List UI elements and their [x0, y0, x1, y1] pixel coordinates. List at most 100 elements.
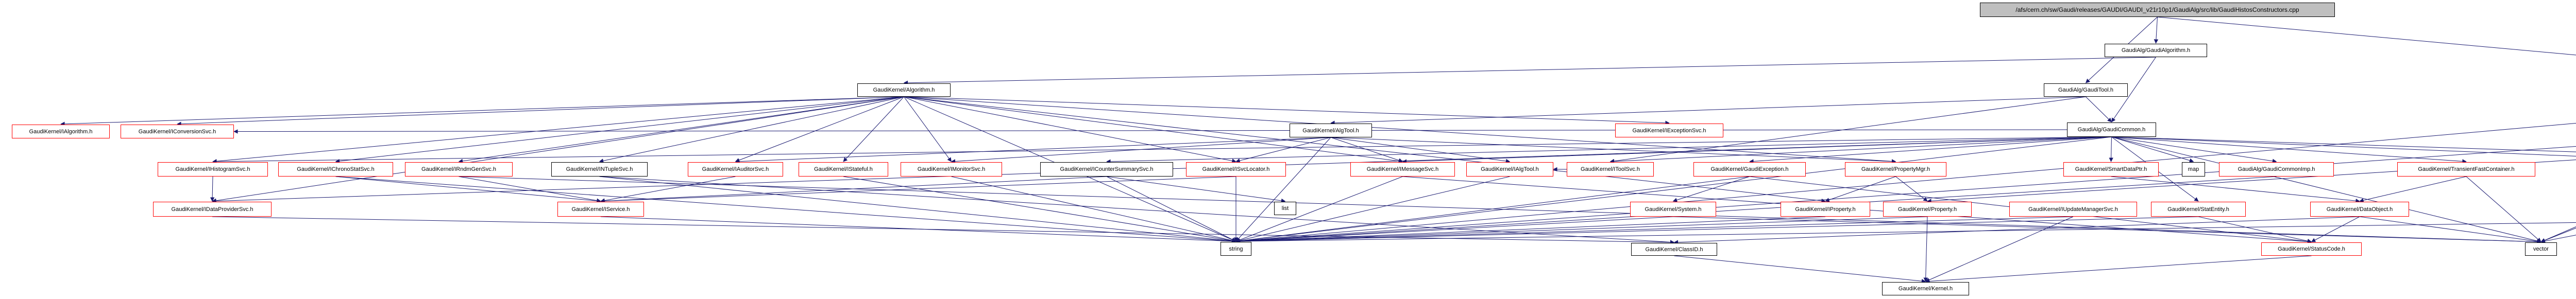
- edge-irndmgensvc-to-stdvector: [459, 176, 2541, 244]
- node-algtool[interactable]: GaudiKernel/AlgTool.h: [1290, 124, 1372, 137]
- edge-algtool-to-iauditorsvc: [735, 137, 1331, 164]
- node-itoolsvc[interactable]: GaudiKernel/IToolSvc.h: [1567, 162, 1654, 177]
- edge-istateful-to-stdstring: [843, 176, 1236, 243]
- edge-gcommon-to-itoolsvc: [1609, 136, 2112, 164]
- edge-icountersummarysvc-to-iservice: [600, 176, 1107, 203]
- node-irndmgensvc[interactable]: GaudiKernel/IRndmGenSvc.h: [405, 162, 513, 177]
- node-gaudiexception[interactable]: GaudiKernel/GaudiException.h: [1693, 162, 1806, 177]
- edge-gaudiexception-to-stdstring: [1235, 176, 1750, 243]
- node-galgorithm[interactable]: GaudiAlg/GaudiAlgorithm.h: [2105, 44, 2207, 57]
- edge-ichronostatsvc-to-stdstring: [335, 176, 1236, 243]
- edge-galgorithm-to-gcommon: [2111, 57, 2156, 122]
- edge-kalgorithm-to-iconversionsvc: [177, 96, 904, 126]
- node-stdstring: string: [1221, 242, 1251, 256]
- node-iupdatemgrsvc[interactable]: GaudiKernel/IUpdateManagerSvc.h: [2009, 202, 2137, 217]
- edge-kalgorithm-to-iauditorsvc: [735, 96, 904, 163]
- edge-intuplesvc-to-classid: [599, 176, 1675, 244]
- edge-gtool-to-gcommon: [2086, 96, 2112, 122]
- edge-gcommon-to-stdstring: [1235, 136, 2112, 243]
- node-iauditorsvc[interactable]: GaudiKernel/IAuditorSvc.h: [688, 162, 783, 177]
- node-iexceptionsvc[interactable]: GaudiKernel/IExceptionSvc.h: [1615, 124, 1723, 137]
- edge-iauditorsvc-to-iservice: [600, 176, 736, 203]
- edge-dataobject-to-classid: [1673, 216, 2360, 244]
- node-propertymgr[interactable]: GaudiKernel/PropertyMgr.h: [1845, 162, 1946, 177]
- node-kalgorithm[interactable]: GaudiKernel/Algorithm.h: [857, 83, 951, 97]
- edge-algtool-to-ialgtool: [1330, 137, 1511, 164]
- edge-algtool-to-propertymgr: [1330, 137, 1896, 164]
- node-dataobject[interactable]: GaudiKernel/DataObject.h: [2310, 202, 2409, 217]
- node-imonitorsvc[interactable]: GaudiKernel/IMonitorSvc.h: [901, 162, 1002, 177]
- edge-gcommon-to-ialgcontextsvc: [2111, 136, 2576, 156]
- edge-galgorithm-to-kalgorithm: [903, 57, 2156, 85]
- edge-src-to-ghistos: [2157, 16, 2576, 56]
- node-iconversionsvc[interactable]: GaudiKernel/IConversionSvc.h: [121, 125, 234, 138]
- edge-icountersummarysvc-to-stdstring: [1106, 176, 1236, 242]
- edge-dataobject-to-stdvector: [2359, 216, 2541, 244]
- node-kernel[interactable]: GaudiKernel/Kernel.h: [1882, 282, 1969, 295]
- node-iservice[interactable]: GaudiKernel/IService.h: [557, 202, 644, 217]
- edge-iproperty-to-stdstring: [1235, 216, 1826, 243]
- edge-kalgorithm-to-imonitorsvc: [904, 96, 952, 162]
- edge-kalgorithm-to-ichronostatsvc: [335, 96, 904, 164]
- node-statentity[interactable]: GaudiKernel/StatEntity.h: [2151, 202, 2246, 217]
- edge-gcommon-to-stdmap: [2111, 136, 2194, 163]
- node-iproperty[interactable]: GaudiKernel/IProperty.h: [1781, 202, 1870, 217]
- edge-hbookname-to-stdstring: [1235, 146, 2576, 243]
- edge-gaudialg-to-stdstring: [1235, 222, 2576, 244]
- node-ihistogramsvc[interactable]: GaudiKernel/IHistogramSvc.h: [158, 162, 268, 177]
- edge-kalgorithm-to-irndmgensvc: [458, 96, 904, 164]
- node-ichronostatsvc[interactable]: GaudiKernel/IChronoStatSvc.h: [278, 162, 393, 177]
- edge-gcommon-to-hashmap: [2111, 136, 2576, 152]
- edge-propertymgr-to-iproperty: [1825, 176, 1896, 202]
- edge-kalgorithm-to-idataprovidersvc: [212, 96, 904, 203]
- node-smartdataptr[interactable]: GaudiKernel/SmartDataPtr.h: [2063, 162, 2159, 177]
- node-isvclocator[interactable]: GaudiKernel/ISvcLocator.h: [1186, 162, 1286, 177]
- node-gcommon[interactable]: GaudiAlg/GaudiCommon.h: [2067, 122, 2156, 137]
- node-intuplesvc[interactable]: GaudiKernel/INTupleSvc.h: [551, 162, 648, 177]
- node-tfcontainer[interactable]: GaudiKernel/TransientFastContainer.h: [2397, 162, 2535, 177]
- edge-isvclocator-to-iservice: [600, 176, 1236, 203]
- node-ialgorithm[interactable]: GaudiKernel/IAlgorithm.h: [12, 125, 110, 138]
- edge-classid-to-kernel: [1674, 255, 1926, 284]
- edge-kalgorithm-to-intuplesvc: [599, 96, 904, 163]
- node-statuscode[interactable]: GaudiKernel/StatusCode.h: [2261, 242, 2362, 256]
- edge-imessagesvc-to-stdstring: [1235, 176, 1403, 242]
- node-classid[interactable]: GaudiKernel/ClassID.h: [1631, 243, 1717, 256]
- node-istateful[interactable]: GaudiKernel/IStateful.h: [799, 162, 888, 177]
- edge-tfcontainer-to-dataobject: [2359, 176, 2467, 203]
- node-system[interactable]: GaudiKernel/System.h: [1630, 202, 1716, 217]
- edge-iservice-to-stdstring: [600, 216, 1236, 243]
- edge-gcommon-to-gaudiexception: [1749, 136, 2112, 164]
- edge-kalgorithm-to-ihistogramsvc: [212, 96, 904, 164]
- edge-propertymgr-to-property: [1895, 176, 1928, 202]
- node-stdmap: map: [2182, 162, 2205, 177]
- edge-iupdatemgrsvc-to-kernel: [1925, 216, 2074, 282]
- edge-gtool-to-itoolsvc: [1609, 96, 2086, 164]
- edge-algtool-to-isvclocator: [1235, 137, 1331, 163]
- edge-hashmap-to-stdvector: [2540, 235, 2576, 243]
- node-gtool[interactable]: GaudiAlg/GaudiTool.h: [2044, 83, 2128, 97]
- edge-kalgorithm-to-ialgorithm: [60, 96, 904, 127]
- node-stdlist: list: [1274, 202, 1296, 215]
- edge-system-to-stdstring: [1235, 216, 1673, 243]
- edge-gcommon-to-iconversionsvc: [233, 129, 2067, 134]
- node-stdvector: vector: [2525, 242, 2557, 256]
- node-src: /afs/cern.ch/sw/Gaudi/releases/GAUDI/GAU…: [1980, 3, 2335, 17]
- node-icountersummarysvc[interactable]: GaudiKernel/ICounterSummarySvc.h: [1040, 162, 1173, 177]
- edge-ialgcontextsvc-to-stdvector: [2540, 227, 2576, 243]
- node-property[interactable]: GaudiKernel/Property.h: [1883, 202, 1972, 217]
- edge-ghistos-to-stdvector: [2540, 226, 2576, 242]
- edge-ialgtool-to-stdstring: [1235, 176, 1510, 243]
- edge-gcommon-to-gcommonimp: [2111, 136, 2277, 164]
- edge-iupdatemgrsvc-to-stdstring: [1235, 216, 2074, 244]
- edge-gcommonimp-to-stdstring: [1235, 176, 2277, 243]
- node-gcommonimp[interactable]: GaudiAlg/GaudiCommonImp.h: [2219, 162, 2334, 177]
- edge-irndmgensvc-to-iservice: [459, 176, 601, 203]
- node-idataprovidersvc[interactable]: GaudiKernel/IDataProviderSvc.h: [153, 202, 272, 217]
- edge-ihistogramsvc-to-idataprovidersvc: [210, 176, 215, 202]
- edge-kalgorithm-to-istateful: [843, 96, 904, 162]
- node-imessagesvc[interactable]: GaudiKernel/IMessageSvc.h: [1350, 162, 1455, 177]
- node-ialgtool[interactable]: GaudiKernel/IAlgTool.h: [1466, 162, 1553, 177]
- edge-property-to-kernel: [1923, 216, 1928, 282]
